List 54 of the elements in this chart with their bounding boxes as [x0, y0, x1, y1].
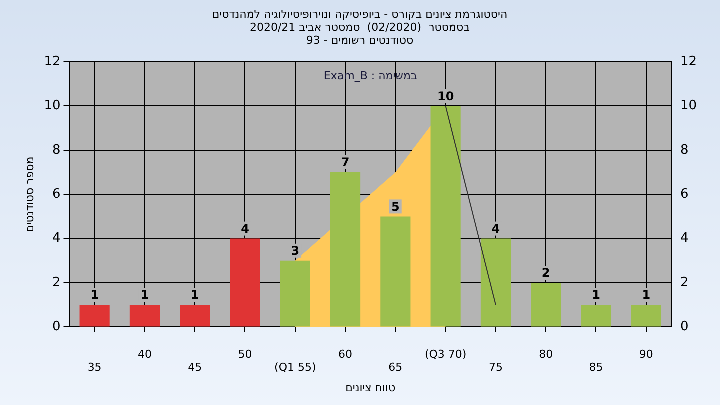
data-label: 1: [642, 288, 651, 302]
bar: [531, 283, 562, 327]
data-label: 5: [391, 200, 400, 214]
x-axis-title: טווח ציונים: [346, 381, 396, 394]
y-tick-label: 0: [52, 320, 61, 335]
x-tick-label: 90: [639, 348, 654, 361]
bar: [631, 305, 662, 327]
bar: [230, 238, 260, 327]
y-axis-title: מספר סטודנטים: [23, 156, 36, 232]
data-label: 1: [90, 288, 99, 302]
y2-tick-label: 10: [680, 98, 698, 114]
x-tick-label: (Q1 55): [274, 361, 316, 374]
bar: [330, 172, 361, 327]
bar: [581, 305, 612, 327]
x-tick-label: 60: [338, 348, 353, 361]
y-tick-label: 10: [44, 98, 61, 114]
x-tick-label: 45: [188, 361, 202, 374]
bar: [180, 305, 210, 327]
y2-tick-label: 4: [680, 231, 689, 246]
data-label: 1: [140, 288, 150, 302]
x-tick-label: 65: [388, 361, 403, 374]
x-tick-label: 85: [589, 361, 604, 374]
y2-tick-label: 0: [680, 320, 689, 335]
data-label: 10: [437, 89, 454, 104]
data-label: 2: [542, 266, 550, 280]
x-tick-label: 35: [88, 361, 102, 374]
data-label: 3: [291, 244, 300, 258]
x-tick-label: 40: [138, 348, 152, 361]
data-label: 4: [241, 222, 250, 236]
y-tick-label: 8: [52, 142, 61, 158]
data-label: 1: [190, 288, 200, 302]
bar: [80, 305, 110, 327]
y-tick-label: 12: [44, 54, 61, 70]
bar: [280, 260, 310, 327]
data-label: 1: [592, 288, 600, 302]
chart-title: היסטוגרמת ציונים בקורס - ביופיסיקה ונוירופיסיולוגיה למהנדסים: [211, 8, 509, 21]
y-tick-label: 6: [52, 186, 61, 202]
y-tick-label: 2: [52, 275, 61, 290]
y2-tick-label: 6: [680, 186, 689, 202]
bar: [480, 238, 511, 327]
x-tick-label: 75: [488, 361, 503, 374]
y-tick-label: 4: [52, 231, 61, 246]
x-tick-label: (Q3 70): [424, 348, 467, 361]
data-label: 4: [492, 222, 500, 236]
y2-tick-label: 12: [680, 54, 698, 70]
y2-tick-label: 8: [680, 142, 689, 158]
bar: [130, 305, 160, 327]
bar: [380, 216, 411, 327]
y2-tick-label: 2: [680, 275, 689, 290]
bar: [430, 106, 461, 327]
data-label: 7: [341, 156, 350, 170]
x-tick-label: 50: [238, 348, 252, 361]
chart-subtitle: בסמסטר (02/2020) סמסטר אביב 2020/21 סטודנטים רשומים - 93: [248, 21, 472, 47]
x-tick-label: 80: [539, 348, 554, 361]
